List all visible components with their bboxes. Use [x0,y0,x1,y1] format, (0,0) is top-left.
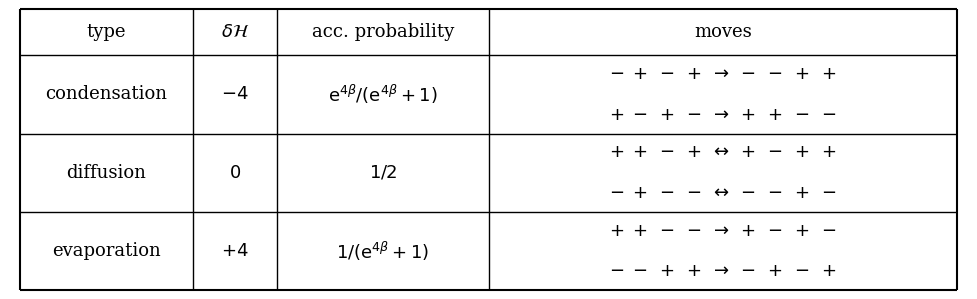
Text: diffusion: diffusion [66,164,147,182]
Text: $-4$: $-4$ [222,86,249,103]
Text: evaporation: evaporation [52,242,160,260]
Text: $\delta\mathcal{H}$: $\delta\mathcal{H}$ [221,23,249,41]
Text: $1/(\mathrm{e}^{4\beta}+1)$: $1/(\mathrm{e}^{4\beta}+1)$ [336,239,430,263]
Text: $0$: $0$ [230,164,241,182]
Text: $+\;-\;+\;-\;\rightarrow\;+\;+\;-\;-$: $+\;-\;+\;-\;\rightarrow\;+\;+\;-\;-$ [610,106,836,124]
Text: $+\;+\;-\;-\;\rightarrow\;+\;-\;+\;-$: $+\;+\;-\;-\;\rightarrow\;+\;-\;+\;-$ [610,222,836,239]
Text: $-\;-\;+\;+\;\rightarrow\;-\;+\;-\;+$: $-\;-\;+\;+\;\rightarrow\;-\;+\;-\;+$ [610,262,836,280]
Text: $1/2$: $1/2$ [368,164,398,182]
Text: $-\;+\;-\;-\;\leftrightarrow\;-\;-\;+\;-$: $-\;+\;-\;-\;\leftrightarrow\;-\;-\;+\;-… [610,184,836,202]
Text: acc. probability: acc. probability [312,23,454,41]
Text: $\mathrm{e}^{4\beta}/(\mathrm{e}^{4\beta}+1)$: $\mathrm{e}^{4\beta}/(\mathrm{e}^{4\beta… [328,83,438,106]
Text: $-\;+\;-\;+\;\rightarrow\;-\;-\;+\;+$: $-\;+\;-\;+\;\rightarrow\;-\;-\;+\;+$ [610,65,836,83]
Text: condensation: condensation [45,86,167,103]
Text: $+4$: $+4$ [222,242,249,260]
Text: $+\;+\;-\;+\;\leftrightarrow\;+\;-\;+\;+$: $+\;+\;-\;+\;\leftrightarrow\;+\;-\;+\;+… [610,144,836,161]
Text: moves: moves [694,23,752,41]
Text: type: type [87,23,126,41]
